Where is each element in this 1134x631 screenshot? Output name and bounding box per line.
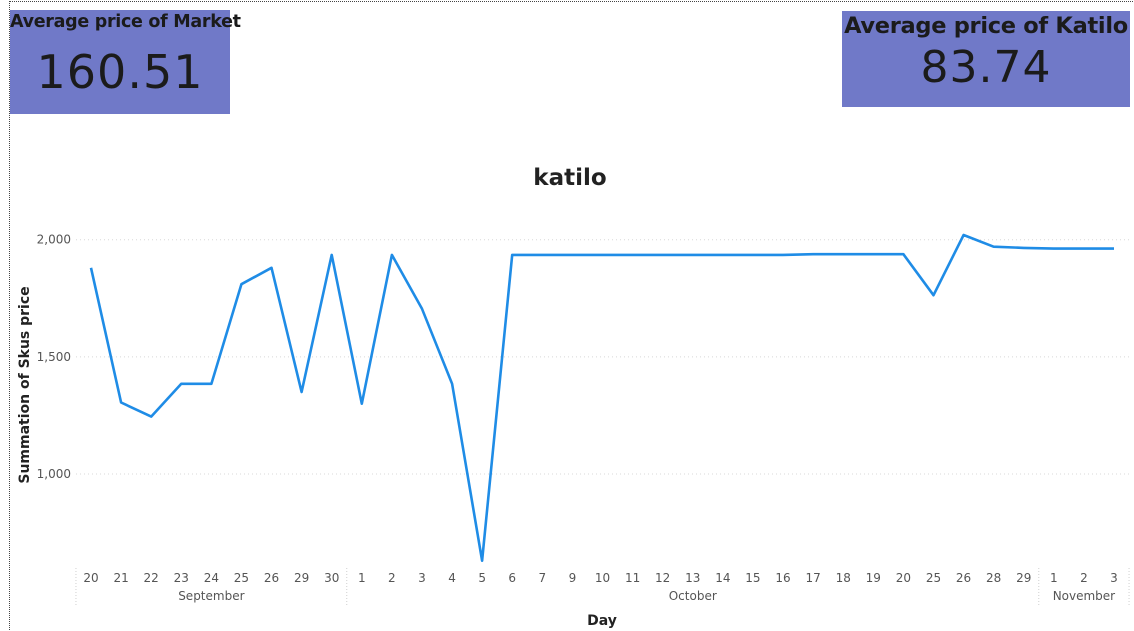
y-tick-label: 2,000	[37, 233, 71, 247]
month-label: October	[669, 589, 717, 603]
market-average-title: Average price of Market	[10, 12, 241, 32]
x-tick-label: 15	[745, 571, 760, 585]
gridlines	[76, 239, 1129, 475]
series-line	[89, 233, 1114, 563]
y-axis-title: Summation of Skus price	[17, 286, 33, 483]
y-tick-label: 1,000	[37, 467, 71, 481]
month-label: September	[178, 589, 244, 603]
x-tick-label: 23	[174, 571, 189, 585]
x-tick-label: 26	[956, 571, 971, 585]
x-tick-label: 17	[805, 571, 820, 585]
x-tick-label: 12	[655, 571, 670, 585]
x-tick-label: 22	[144, 571, 159, 585]
x-tick-label: 20	[896, 571, 911, 585]
market-average-card[interactable]: Average price of Market 160.51	[10, 10, 241, 114]
x-tick-label: 2	[1080, 571, 1088, 585]
x-tick-label: 29	[294, 571, 309, 585]
katilo-average-title: Average price of Katilo	[844, 13, 1128, 39]
report-canvas	[9, 1, 1133, 630]
x-tick-label: 5	[478, 571, 486, 585]
x-tick-label: 3	[1110, 571, 1118, 585]
x-tick-label: 26	[264, 571, 279, 585]
x-axis-title: Day	[587, 613, 617, 629]
x-tick-label: 29	[1016, 571, 1031, 585]
y-axis: 1,000 1,500 2,000	[37, 233, 71, 481]
month-label: November	[1053, 589, 1115, 603]
market-average-value: 160.51	[36, 45, 204, 99]
x-tick-label: 7	[539, 571, 547, 585]
x-tick-label: 25	[926, 571, 941, 585]
x-tick-label: 1	[1050, 571, 1058, 585]
x-tick-label: 18	[836, 571, 851, 585]
katilo-average-value: 83.74	[920, 42, 1052, 93]
x-tick-label: 3	[418, 571, 426, 585]
chart-title: katilo	[533, 165, 606, 191]
y-tick-label: 1,500	[37, 350, 71, 364]
x-axis: 20 21 22 23 24 25 26 29 30 1 2 3 4 5 6 7 9 10 11 12 13 14 15 16…	[75, 568, 1130, 607]
x-tick-label: 28	[986, 571, 1001, 585]
x-tick-label: 13	[685, 571, 700, 585]
x-tick-label: 16	[775, 571, 790, 585]
x-tick-label: 2	[388, 571, 396, 585]
x-tick-label: 30	[324, 571, 339, 585]
x-tick-label: 10	[595, 571, 610, 585]
x-tick-label: 11	[625, 571, 640, 585]
x-tick-label: 9	[569, 571, 577, 585]
series-line-group	[89, 233, 1114, 563]
katilo-average-card[interactable]: Average price of Katilo 83.74	[842, 11, 1130, 107]
x-tick-label: 1	[358, 571, 366, 585]
x-tick-label: 20	[83, 571, 98, 585]
x-tick-label: 6	[508, 571, 516, 585]
x-tick-label: 21	[113, 571, 128, 585]
x-tick-label: 24	[204, 571, 219, 585]
x-tick-label: 14	[715, 571, 730, 585]
x-tick-label: 4	[448, 571, 456, 585]
x-tick-label: 19	[866, 571, 881, 585]
x-tick-label: 25	[234, 571, 249, 585]
